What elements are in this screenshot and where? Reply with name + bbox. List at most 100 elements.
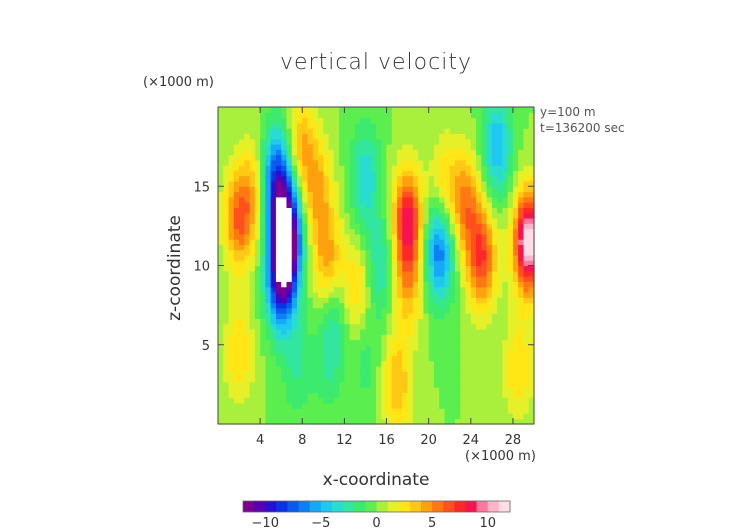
heatmap-cell xyxy=(449,392,456,399)
heatmap-cell xyxy=(418,365,424,372)
heatmap-cell xyxy=(507,217,514,224)
heatmap-cell xyxy=(439,212,446,219)
heatmap-cell xyxy=(370,408,377,415)
heatmap-cell xyxy=(518,376,525,383)
heatmap-cell xyxy=(528,339,535,346)
heatmap-cell xyxy=(497,318,503,325)
heatmap-cell xyxy=(481,260,488,267)
heatmap-cell xyxy=(302,313,309,319)
heatmap-cell xyxy=(381,207,388,214)
heatmap-cell xyxy=(391,138,398,145)
heatmap-cell xyxy=(444,302,451,309)
heatmap-cell xyxy=(286,212,293,219)
heatmap-cell xyxy=(239,149,245,156)
heatmap-cell xyxy=(297,149,303,156)
heatmap-cell xyxy=(291,175,298,182)
heatmap-cell xyxy=(418,387,424,393)
heatmap-cell xyxy=(433,270,440,277)
heatmap-cell xyxy=(439,149,446,156)
heatmap-cell xyxy=(476,207,482,214)
heatmap-cell xyxy=(233,270,240,277)
heatmap-cell xyxy=(323,365,330,372)
heatmap-cell xyxy=(428,191,435,198)
heatmap-cell xyxy=(239,286,245,293)
heatmap-cell xyxy=(486,196,493,203)
heatmap-cell xyxy=(297,360,303,367)
heatmap-cell xyxy=(349,180,356,187)
heatmap-cell xyxy=(286,249,293,256)
heatmap-cell xyxy=(244,302,251,309)
time-annotation: t=136200 sec xyxy=(540,121,625,135)
heatmap-cell xyxy=(528,387,535,393)
heatmap-cell xyxy=(376,207,382,214)
heatmap-cell xyxy=(349,392,356,399)
heatmap-cell xyxy=(328,217,335,224)
heatmap-cell xyxy=(412,244,419,251)
heatmap-cell xyxy=(318,133,324,140)
heatmap-cell xyxy=(328,297,335,304)
heatmap-cell xyxy=(318,328,324,335)
heatmap-cell xyxy=(323,254,330,261)
heatmap-cell xyxy=(223,207,230,214)
heatmap-cell xyxy=(323,387,330,393)
heatmap-cell xyxy=(223,360,230,367)
heatmap-cell xyxy=(518,165,525,171)
heatmap-cell xyxy=(418,334,424,341)
heatmap-cell xyxy=(323,122,330,129)
heatmap-cell xyxy=(433,339,440,346)
heatmap-cell xyxy=(476,302,482,309)
heatmap-cell xyxy=(381,122,388,129)
heatmap-cell xyxy=(270,408,277,415)
heatmap-cell xyxy=(433,360,440,367)
heatmap-cell xyxy=(339,239,345,245)
heatmap-cell xyxy=(402,128,409,135)
heatmap-cell xyxy=(275,328,282,335)
heatmap-cell xyxy=(460,260,467,267)
heatmap-cell xyxy=(254,276,261,282)
heatmap-cell xyxy=(244,339,251,346)
heatmap-cell xyxy=(497,270,503,277)
heatmap-cell xyxy=(433,276,440,282)
heatmap-cell xyxy=(249,418,256,425)
heatmap-cell xyxy=(518,291,525,298)
heatmap-cell xyxy=(302,244,309,251)
heatmap-cell xyxy=(391,217,398,224)
heatmap-cell xyxy=(302,217,309,224)
heatmap-cell xyxy=(302,143,309,150)
heatmap-cell xyxy=(365,371,372,378)
heatmap-cell xyxy=(260,244,266,251)
heatmap-cell xyxy=(476,133,482,140)
heatmap-cell xyxy=(402,117,409,124)
heatmap-cell xyxy=(260,392,266,399)
heatmap-cell xyxy=(360,291,367,298)
heatmap-cell xyxy=(233,397,240,404)
heatmap-cell xyxy=(333,313,340,319)
heatmap-cell xyxy=(391,276,398,282)
heatmap-cell xyxy=(497,149,503,156)
heatmap-cell xyxy=(297,418,303,425)
heatmap-cell xyxy=(265,233,272,240)
heatmap-cell xyxy=(518,276,525,282)
heatmap-cell xyxy=(407,228,414,235)
heatmap-cell xyxy=(486,397,493,404)
heatmap-cell xyxy=(439,339,446,346)
heatmap-cell xyxy=(460,244,467,251)
heatmap-cell xyxy=(444,186,451,193)
heatmap-cell xyxy=(502,112,509,119)
heatmap-cell xyxy=(228,138,235,145)
heatmap-cell xyxy=(523,196,530,203)
heatmap-cell xyxy=(444,365,451,372)
heatmap-cell xyxy=(460,355,467,362)
heatmap-cell xyxy=(260,286,266,293)
heatmap-cell xyxy=(502,344,509,351)
heatmap-cell xyxy=(275,143,282,150)
heatmap-cell xyxy=(281,281,288,288)
heatmap-cell xyxy=(239,302,245,309)
heatmap-cell xyxy=(386,180,393,187)
heatmap-cell xyxy=(481,381,488,388)
heatmap-cell xyxy=(333,154,340,161)
heatmap-cell xyxy=(423,376,430,383)
heatmap-cell xyxy=(512,254,519,261)
heatmap-cell xyxy=(418,122,424,129)
heatmap-cell xyxy=(260,297,266,304)
